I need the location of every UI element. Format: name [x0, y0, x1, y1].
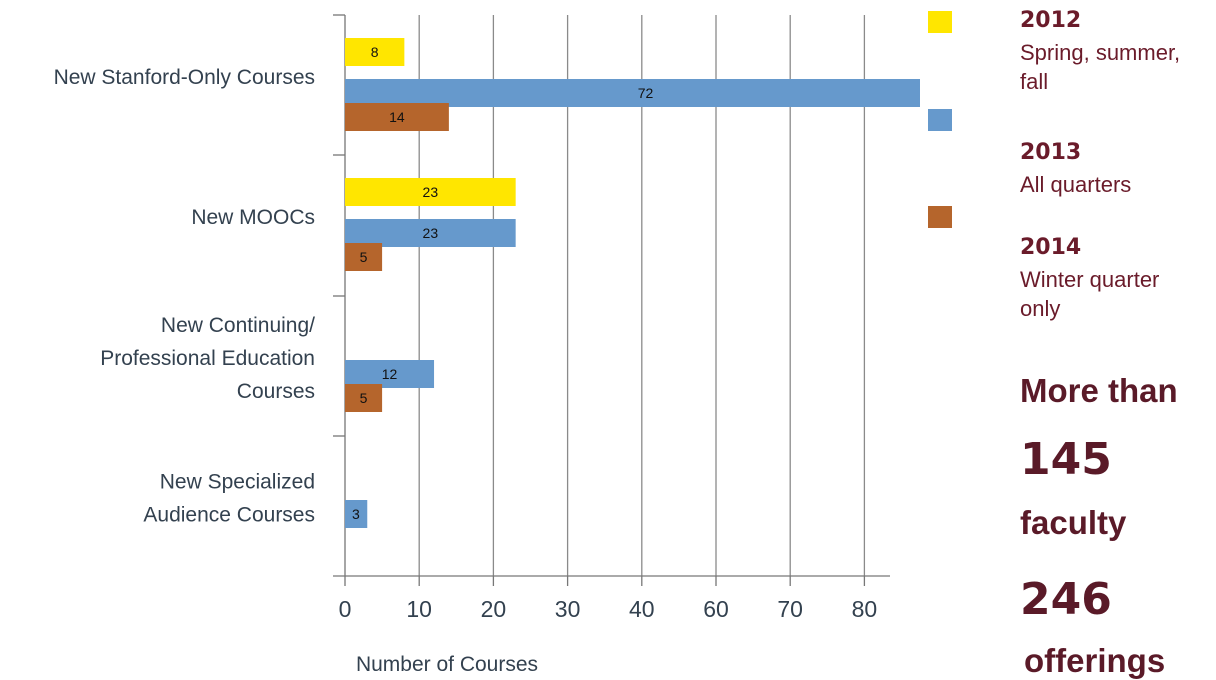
category-label-0: New Stanford-Only Courses: [54, 66, 315, 89]
bar-2012-1: [345, 178, 516, 206]
bar-2014-2: [345, 384, 383, 412]
legend-desc-2012-line-2: fall: [1020, 69, 1049, 94]
data-label-2013-1: 23: [423, 225, 439, 241]
x-tick-label-0: 0: [339, 596, 352, 622]
x-tick-label-2: 20: [481, 596, 507, 622]
data-label-2012-1: 23: [423, 184, 439, 200]
data-label-2013-2: 12: [382, 366, 398, 382]
legend-desc-2012-line-1: Spring, summer,: [1020, 40, 1181, 65]
legend-swatch-2014: [928, 206, 952, 228]
legend-desc-2013-line-1: All quarters: [1020, 172, 1132, 197]
category-label-2: New Continuing/Professional Education Cou…: [100, 314, 315, 403]
faculty-label: faculty: [1020, 504, 1127, 541]
bar-2013-3: [345, 500, 368, 528]
x-tick-label-7: 80: [852, 596, 878, 622]
legend-desc-2014: Winter quarter only: [1020, 265, 1216, 323]
x-tick-label-6: 70: [777, 596, 803, 622]
legend-swatch-2012: [928, 11, 952, 33]
x-axis-title: Number of Courses: [356, 653, 538, 676]
x-tick-label-1: 10: [406, 596, 432, 622]
category-label-3-line-0: New Specialized: [160, 471, 315, 494]
category-label-3: New Specialized Audience Courses: [143, 471, 315, 527]
data-label-2013-0: 72: [638, 85, 654, 101]
category-label-1-line-0: New MOOCs: [191, 206, 315, 229]
offerings-count: 246: [1020, 574, 1112, 625]
category-label-2-line-1: Professional Education: [100, 347, 315, 370]
x-tick-label-3: 30: [555, 596, 581, 622]
offerings-label: offerings: [1024, 642, 1166, 679]
chart-legend: 2012 Spring, summer, fall 2013 All quart…: [928, 0, 1216, 679]
bar-2013-2: [345, 360, 435, 388]
category-label-2-line-2: Courses: [237, 380, 315, 403]
bar-2014-1: [345, 243, 383, 271]
legend-year-2014: 2014: [1020, 235, 1082, 260]
legend-swatch-2013: [928, 109, 952, 131]
bar-2013-1: [345, 219, 516, 247]
data-label-2014-2: 5: [360, 390, 368, 406]
data-label-2014-0: 14: [389, 109, 405, 125]
legend-desc-2012: Spring, summer, fall: [1020, 38, 1216, 96]
legend-desc-2014-line-1: Winter quarter: [1020, 267, 1160, 292]
bar-2014-0: [345, 103, 449, 131]
x-tick-label-4: 40: [629, 596, 655, 622]
legend-year-2012: 2012: [1020, 8, 1082, 33]
data-label-2012-0: 8: [371, 44, 379, 60]
legend-desc-2014-line-2: only: [1020, 296, 1061, 321]
category-label-0-line-0: New Stanford-Only Courses: [54, 66, 315, 89]
category-label-1: New MOOCs: [191, 206, 315, 229]
bar-2013-0: [345, 79, 920, 107]
bar-chart: 0 10 20 30 40 60 70 80 Number of Courses New Stan…: [54, 14, 920, 676]
legend-year-2013: 2013: [1020, 140, 1082, 165]
category-label-2-line-0: New Continuing/: [161, 314, 315, 337]
data-label-2014-1: 5: [360, 249, 368, 265]
x-tick-label-5: 60: [703, 596, 729, 622]
legend-desc-2013: All quarters: [1020, 170, 1216, 199]
data-label-2013-3: 3: [352, 506, 360, 522]
stats-intro: More than: [1020, 372, 1178, 409]
faculty-count: 145: [1020, 434, 1112, 485]
bar-2012-0: [345, 38, 405, 66]
category-label-3-line-1: Audience Courses: [143, 504, 315, 527]
